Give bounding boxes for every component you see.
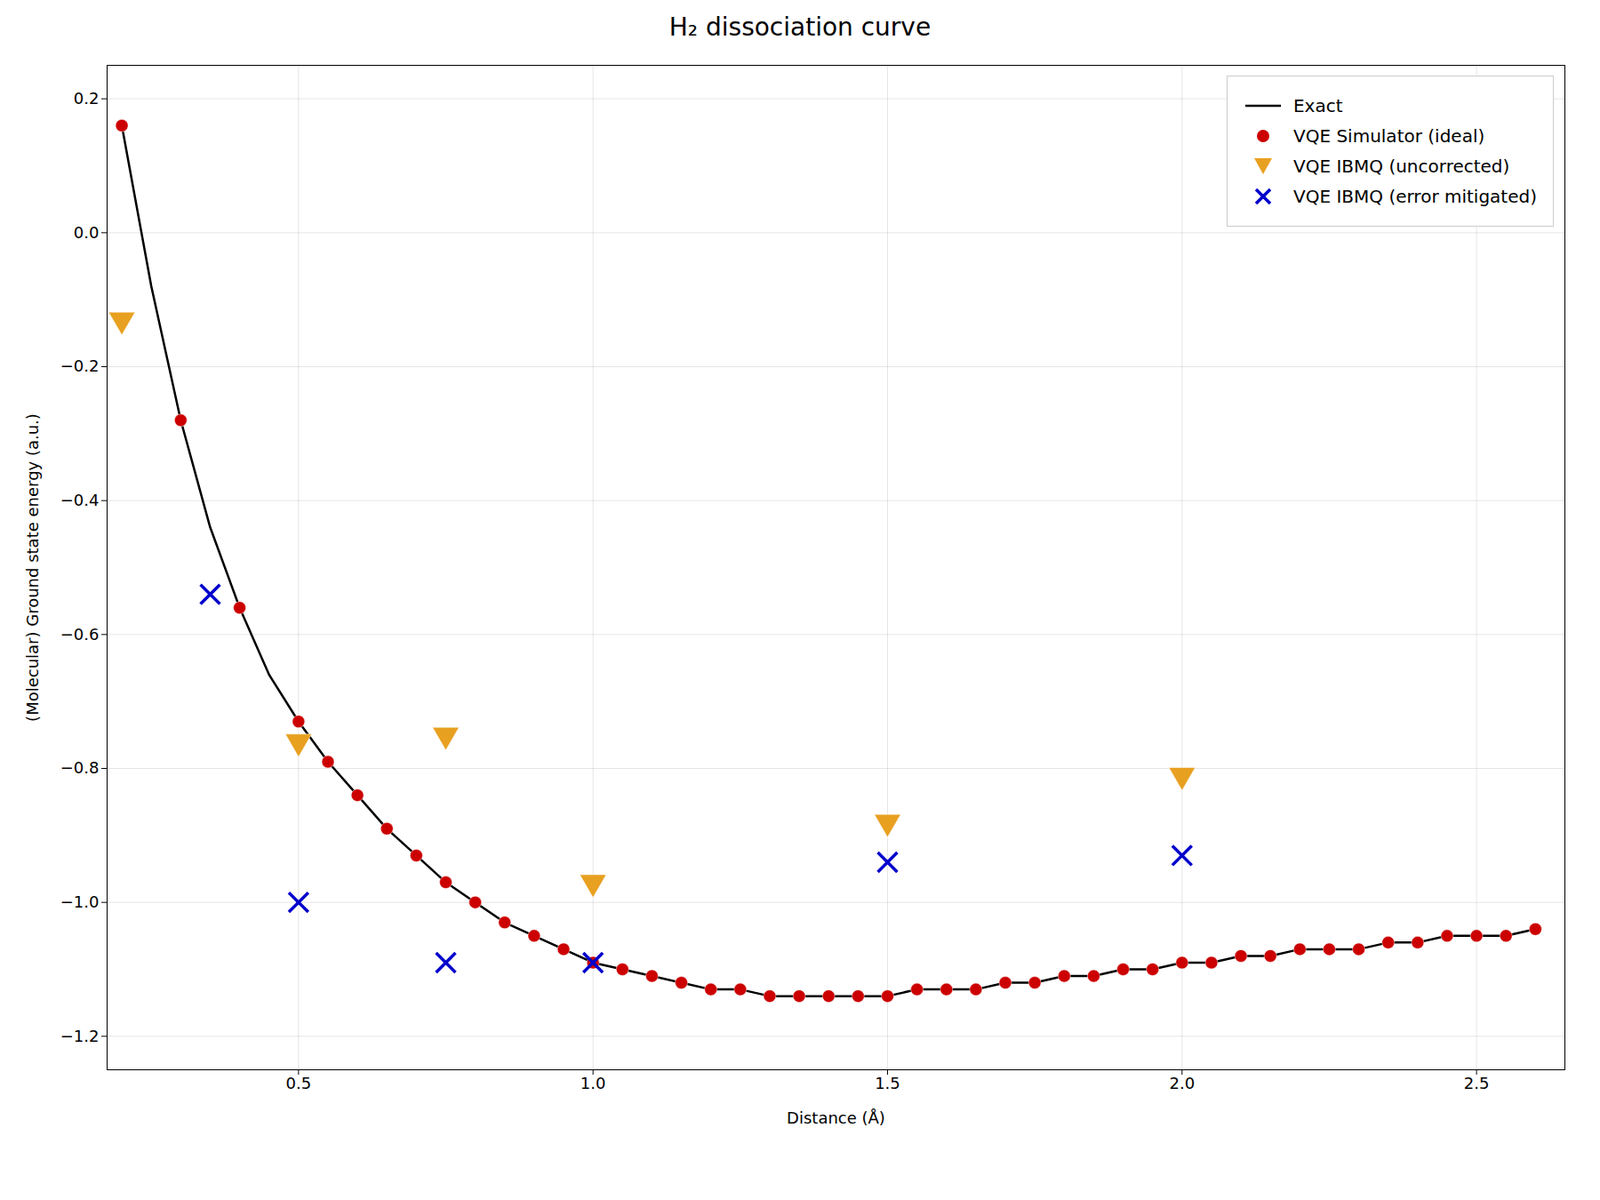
svg-text:−0.4: −0.4 [60,490,100,510]
svg-text:0.2: 0.2 [73,88,100,108]
svg-text:−0.8: −0.8 [60,758,100,777]
svg-text:−0.2: −0.2 [60,356,100,376]
svg-text:0.5: 0.5 [286,1073,312,1093]
svg-text:2.0: 2.0 [1168,1073,1195,1093]
html-text:VQE Simulator (ideal): VQE Simulator (ideal) [1293,125,1485,147]
html-text:VQE IBMQ (error mitigated): VQE IBMQ (error mitigated) [1293,185,1537,208]
html-text:H₂ dissociation curve: H₂ dissociation curve [669,12,931,42]
svg-text:0.0: 0.0 [73,223,100,242]
svg-text:−1.0: −1.0 [60,892,100,912]
svg-text:1.0: 1.0 [580,1073,607,1093]
svg-text:−1.2: −1.2 [60,1026,100,1046]
svg-text:−0.6: −0.6 [60,624,100,644]
svg-text:(Molecular) Ground state energ: (Molecular) Ground state energy (a.u.) [23,413,42,722]
svg-text:2.5: 2.5 [1464,1073,1490,1093]
html-text:Exact: Exact [1293,95,1343,117]
svg-text:1.5: 1.5 [874,1073,901,1093]
svg-text:Distance (Å): Distance (Å) [786,1108,886,1128]
html-text:VQE IBMQ (uncorrected): VQE IBMQ (uncorrected) [1293,155,1510,177]
